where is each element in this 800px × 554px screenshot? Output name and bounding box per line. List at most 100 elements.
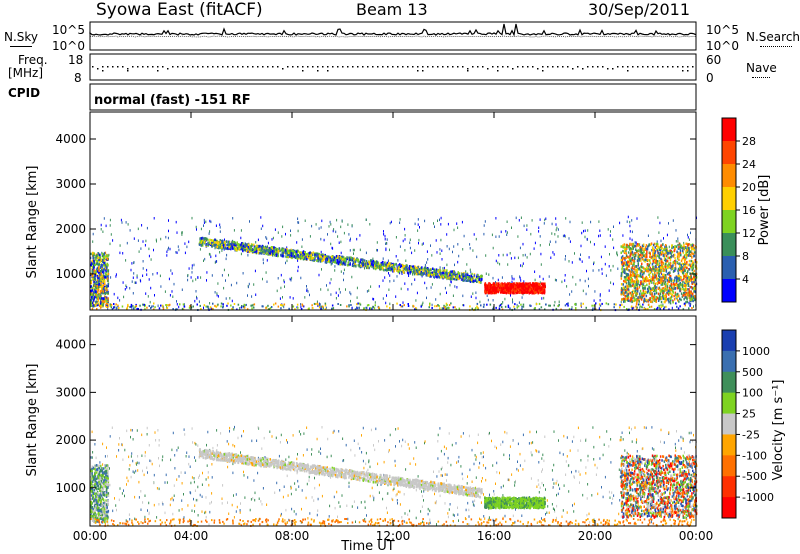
freq-point (627, 66, 629, 68)
echo-cell (365, 251, 367, 255)
echo-cell (413, 270, 415, 273)
echo-cell (168, 277, 170, 281)
echo-cell (624, 258, 626, 262)
noise-tick-low: 10^0 (52, 39, 85, 53)
freq-point (652, 66, 654, 68)
echo-cell (444, 269, 446, 272)
echo-cell (278, 247, 281, 250)
echo-cell (96, 285, 98, 288)
echo-cell (683, 241, 685, 245)
echo-cell (692, 247, 694, 250)
echo-cell (389, 267, 392, 270)
echo-cell (337, 294, 339, 297)
echo-cell (427, 258, 429, 261)
echo-cell (670, 249, 672, 253)
echo-cell (153, 217, 155, 220)
echo-cell (226, 246, 229, 250)
echo-cell (631, 219, 633, 222)
echo-cell (677, 267, 680, 271)
echo-cell (417, 266, 419, 269)
freq-point (527, 66, 529, 68)
echo-cell (438, 276, 441, 279)
echo-cell (599, 299, 601, 302)
echo-cell (646, 277, 649, 280)
echo-cell (661, 273, 664, 276)
echo-cell (601, 267, 603, 271)
echo-cell (479, 276, 482, 280)
echo-cell (686, 291, 688, 295)
echo-cell (451, 270, 453, 273)
echo-cell (134, 281, 136, 284)
echo-cell (593, 261, 595, 264)
echo-cell (337, 235, 339, 238)
echo-cell (105, 270, 108, 274)
echo-cell (532, 283, 534, 287)
echo-cell (290, 279, 292, 282)
echo-cell (333, 256, 336, 259)
echo-cell (418, 269, 420, 273)
echo-cell (325, 259, 328, 262)
echo-cell (544, 285, 546, 289)
echo-cell (446, 291, 447, 294)
echo-cell (95, 300, 97, 303)
echo-cell (504, 285, 506, 288)
echo-cell (246, 249, 248, 253)
echo-cell (322, 258, 324, 261)
echo-cell (102, 284, 104, 287)
echo-cell (336, 259, 339, 262)
echo-cell (342, 258, 344, 261)
echo-cell (297, 265, 299, 269)
freq-label: Freq. (18, 53, 48, 67)
echo-cell (659, 297, 661, 301)
echo-cell (689, 250, 692, 253)
echo-cell (105, 224, 107, 228)
freq-point (367, 66, 369, 68)
echo-cell (300, 255, 302, 259)
echo-cell (92, 262, 94, 266)
echo-cell (539, 235, 541, 238)
echo-cell (629, 247, 631, 250)
echo-cell (539, 291, 541, 294)
echo-cell (668, 222, 669, 225)
echo-cell (543, 288, 545, 292)
echo-cell (97, 297, 99, 301)
echo-cell (448, 270, 451, 274)
echo-cell (376, 265, 378, 268)
echo-cell (642, 289, 645, 293)
echo-cell (625, 261, 628, 264)
echo-cell (93, 252, 95, 255)
echo-cell (117, 296, 119, 300)
echo-cell (105, 304, 107, 307)
echo-cell (623, 268, 625, 271)
echo-cell (475, 277, 477, 281)
echo-cell (659, 296, 661, 299)
echo-cell (442, 269, 445, 273)
echo-cell (431, 271, 433, 275)
freq-point (377, 66, 379, 68)
echo-cell (494, 289, 497, 293)
echo-cell (675, 259, 677, 263)
echo-cell (639, 296, 642, 299)
echo-cell (691, 298, 693, 301)
echo-cell (430, 244, 431, 247)
echo-cell (506, 231, 508, 234)
echo-cell (102, 253, 105, 256)
freq-point (147, 66, 149, 68)
echo-cell (508, 291, 510, 295)
echo-cell (492, 289, 495, 292)
echo-cell (486, 291, 488, 294)
echo-cell (670, 288, 673, 292)
echo-cell (266, 280, 268, 283)
echo-cell (620, 256, 623, 259)
echo-cell (107, 254, 109, 258)
echo-cell (395, 262, 397, 266)
echo-cell (663, 258, 666, 262)
echo-cell (101, 286, 103, 290)
echo-cell (331, 246, 333, 250)
echo-cell (681, 247, 684, 250)
echo-cell (336, 261, 339, 264)
echo-cell (660, 272, 662, 276)
echo-cell (439, 266, 441, 269)
echo-cell (382, 264, 385, 268)
